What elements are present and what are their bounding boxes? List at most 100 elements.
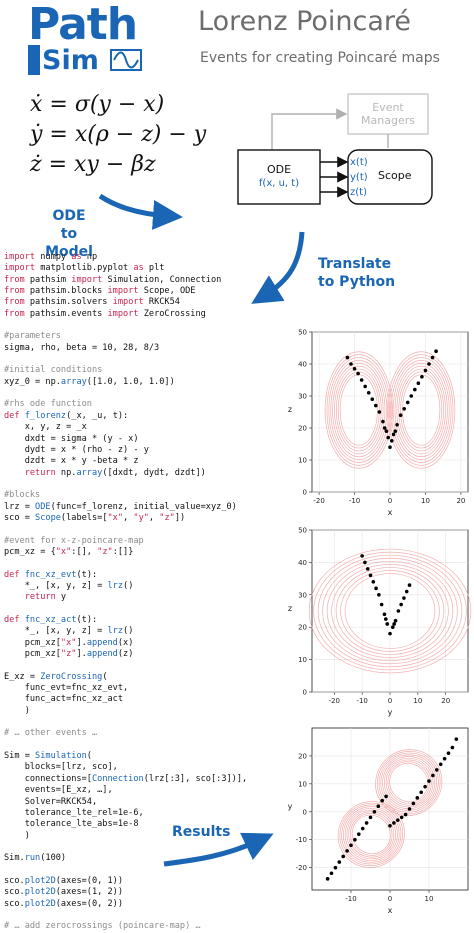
poincare-point [368, 815, 373, 820]
trajectory-loop [326, 560, 454, 662]
code-line [4, 717, 274, 728]
y-axis-label: y [288, 802, 293, 811]
trajectory-loop [351, 814, 391, 855]
y-tick-label: 10 [298, 780, 307, 788]
poincare-point [352, 367, 357, 371]
poincare-point [345, 849, 349, 853]
trajectory-loop [380, 754, 437, 811]
y-tick-label: -10 [296, 836, 307, 844]
poincare-point [435, 768, 439, 772]
trajectory-loop [343, 806, 400, 863]
code-line [4, 842, 274, 853]
poincare-point [427, 779, 431, 783]
poincare-point [442, 756, 447, 761]
code-line [4, 910, 274, 921]
scope-label: Scope [378, 169, 412, 182]
code-line [4, 354, 274, 365]
port-z: z(t) [350, 187, 367, 198]
y-tick-label: 50 [298, 329, 307, 337]
poincare-point [438, 762, 443, 767]
code-line [4, 558, 274, 569]
code-line: pcm_xz["x"].append(x) [4, 637, 134, 648]
y-axis-label: z [288, 405, 292, 414]
code-line: #event for x-z-poincare-map [4, 535, 144, 546]
poincare-point [356, 371, 360, 376]
trajectory-loop [387, 761, 430, 804]
poincare-point [419, 790, 423, 795]
logo-word-sim: Sim [42, 45, 99, 76]
poincare-point [398, 413, 403, 417]
code-line: # … other events … [4, 728, 98, 739]
poincare-point [416, 381, 421, 385]
code-line [4, 479, 274, 490]
code-line: from pathsim.solvers import RKCK54 [4, 297, 180, 308]
poincare-point [365, 567, 370, 571]
poincare-point [349, 362, 353, 366]
trajectory-loop [322, 557, 458, 665]
poincare-point [391, 432, 396, 437]
code-line: *_, [x, y, z] = lrz() [4, 580, 134, 591]
poincare-point [396, 818, 400, 822]
trajectory-loop [346, 809, 396, 860]
trajectory-loop [394, 362, 448, 458]
poincare-point [402, 407, 406, 411]
trajectory-loop [334, 365, 384, 455]
trajectory-loop [335, 567, 445, 655]
event-managers-label: Event Managers [361, 101, 415, 127]
trajectory-loop [328, 357, 390, 463]
poincare-point [360, 826, 365, 831]
code-line: pcm_xz["z"].append(z) [4, 649, 134, 660]
pathsim-logo: Path Sim [28, 0, 146, 77]
code-line: dxdt = sigma * (y - x) [4, 433, 139, 444]
trajectory-loop [389, 763, 429, 803]
code-line: def f_lorenz(_x, _u, t): [4, 410, 129, 421]
poincare-point [393, 429, 398, 433]
poincare-point [454, 737, 459, 741]
code-line [4, 388, 274, 399]
poincare-point [392, 821, 396, 825]
poincare-point [364, 821, 369, 825]
code-line: pcm_xz = {"x":[], "z":[]} [4, 546, 134, 557]
scope-ports: x(t) y(t) z(t) [350, 155, 368, 200]
block-diagram [237, 93, 433, 205]
code-line: sigma, rho, beta = 10, 28, 8/3 [4, 342, 160, 353]
poincare-point [411, 801, 416, 806]
poincare-point [377, 410, 382, 414]
y-tick-label: 30 [298, 393, 307, 401]
code-line: from pathsim.blocks import Scope, ODE [4, 286, 196, 297]
poincare-point [430, 355, 435, 360]
poincare-point [377, 593, 381, 597]
code-line: *_, [x, y, z] = lrz() [4, 626, 134, 637]
code-line: blocks=[lrz, sco], [4, 762, 118, 773]
poincare-point [368, 573, 373, 578]
page-title: Lorenz Poincaré [198, 6, 412, 37]
trajectory-loop [337, 371, 380, 449]
poincare-point [337, 860, 342, 864]
ode-to-model-label: ODE to Model [45, 208, 93, 260]
code-line [4, 320, 274, 331]
x-tick-label: 10 [421, 497, 430, 505]
code-line [4, 865, 274, 876]
results-arrow [163, 832, 274, 867]
trajectory-loop [375, 749, 443, 816]
poincare-point [380, 798, 384, 803]
poincare-point [333, 865, 338, 870]
poincare-point [379, 602, 384, 607]
poincare-point [388, 823, 392, 828]
poincare-point [405, 400, 410, 405]
code-line: ) [4, 830, 30, 841]
poincare-point [372, 809, 377, 814]
poincare-point [382, 612, 387, 617]
poincare-point [370, 397, 375, 401]
poincare-point [374, 403, 378, 408]
x-tick-label: -10 [345, 895, 356, 903]
trajectory-loop [337, 801, 405, 868]
port-y: y(t) [350, 172, 368, 183]
code-line: return y [24, 592, 67, 603]
poincare-point [329, 871, 334, 876]
x-tick-label: 0 [388, 697, 392, 705]
poincare-point [392, 622, 396, 626]
poincare-point [374, 586, 378, 591]
poincare-point [360, 554, 364, 558]
translate-label: Translate to Python [318, 256, 396, 290]
